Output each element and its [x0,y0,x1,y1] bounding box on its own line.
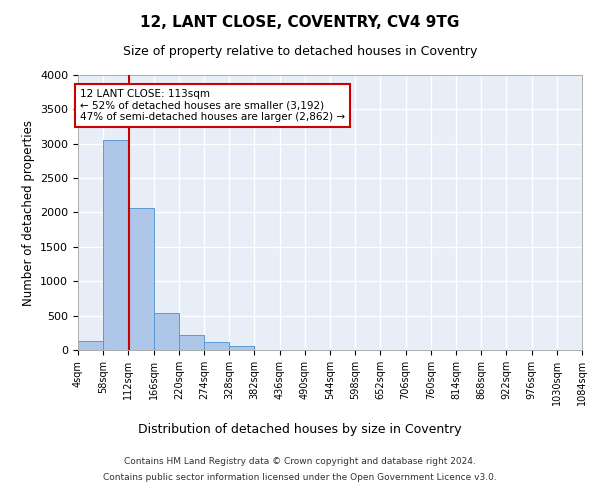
Text: Distribution of detached houses by size in Coventry: Distribution of detached houses by size … [138,422,462,436]
Text: Size of property relative to detached houses in Coventry: Size of property relative to detached ho… [123,45,477,58]
Bar [179,335,204,350]
Bar [78,341,103,350]
Text: 12 LANT CLOSE: 113sqm
← 52% of detached houses are smaller (3,192)
47% of semi-d: 12 LANT CLOSE: 113sqm ← 52% of detached … [80,88,345,122]
Text: Contains HM Land Registry data © Crown copyright and database right 2024.: Contains HM Land Registry data © Crown c… [124,458,476,466]
Y-axis label: Number of detached properties: Number of detached properties [22,120,35,306]
Bar [103,140,128,350]
Bar [128,208,154,350]
Bar [204,342,229,350]
Bar [154,313,179,350]
Text: Contains public sector information licensed under the Open Government Licence v3: Contains public sector information licen… [103,472,497,482]
Text: 12, LANT CLOSE, COVENTRY, CV4 9TG: 12, LANT CLOSE, COVENTRY, CV4 9TG [140,15,460,30]
Bar [229,346,254,350]
